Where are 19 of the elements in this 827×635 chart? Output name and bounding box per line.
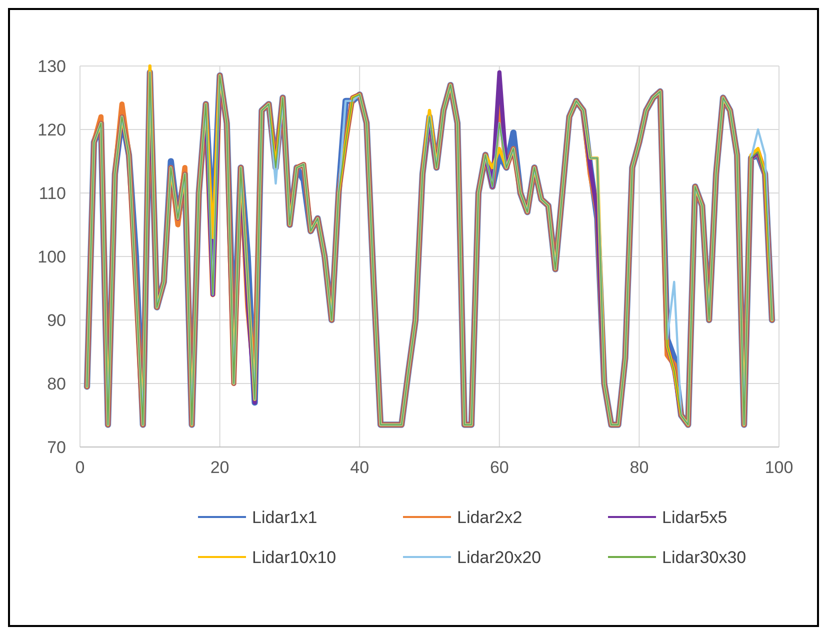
legend-label: Lidar1x1 bbox=[252, 508, 318, 527]
x-tick-label: 80 bbox=[630, 458, 649, 477]
legend-label: Lidar5x5 bbox=[662, 508, 728, 527]
legend-label: Lidar30x30 bbox=[662, 548, 746, 567]
y-tick-label: 70 bbox=[47, 438, 66, 457]
legend-label: Lidar10x10 bbox=[252, 548, 336, 567]
x-tick-label: 60 bbox=[490, 458, 509, 477]
y-tick-label: 110 bbox=[38, 184, 66, 203]
x-tick-label: 100 bbox=[764, 458, 794, 477]
x-tick-label: 20 bbox=[210, 458, 230, 477]
y-tick-label: 120 bbox=[38, 120, 66, 140]
x-tick-label: 0 bbox=[75, 458, 85, 477]
legend-label: Lidar20x20 bbox=[457, 548, 542, 567]
x-tick-label: 40 bbox=[350, 458, 370, 477]
y-tick-label: 90 bbox=[47, 310, 66, 330]
legend-label: Lidar2x2 bbox=[457, 508, 522, 527]
y-tick-label: 100 bbox=[38, 247, 66, 266]
y-tick-label: 80 bbox=[47, 374, 66, 394]
y-tick-label: 130 bbox=[38, 56, 66, 76]
